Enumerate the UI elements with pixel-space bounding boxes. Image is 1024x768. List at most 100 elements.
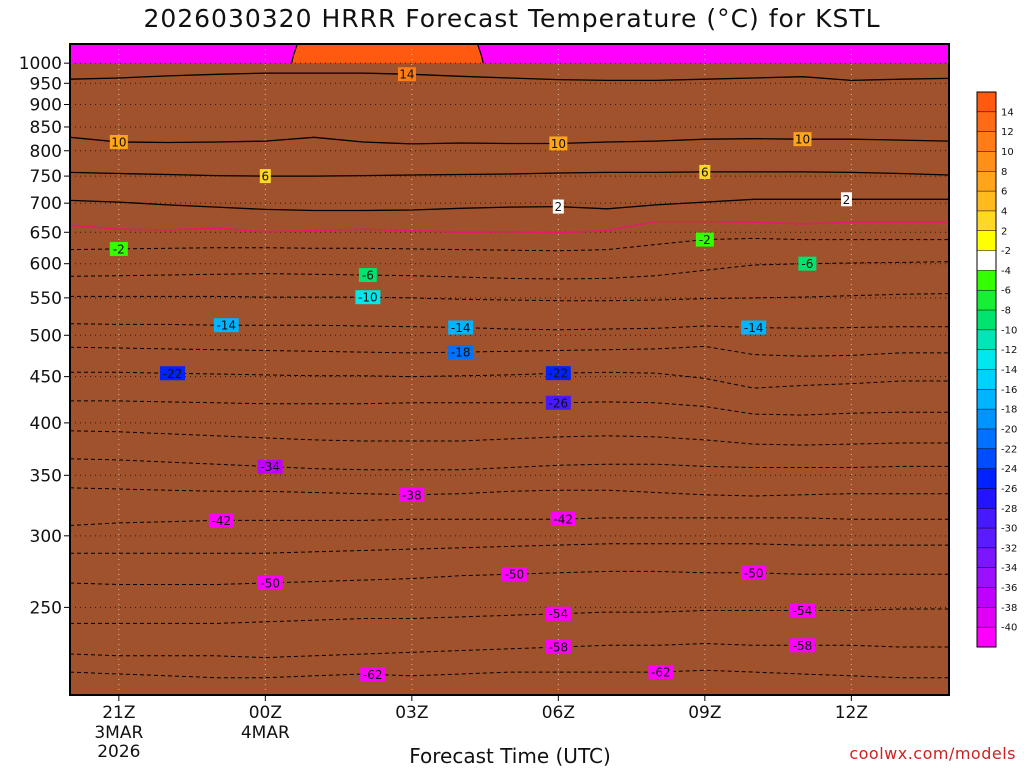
colorbar-label: 4 bbox=[1001, 206, 1007, 217]
y-tick-label: 300 bbox=[30, 527, 62, 547]
contour-label: -26 bbox=[549, 396, 569, 410]
x-tick-label: 00Z bbox=[249, 703, 282, 723]
colorbar-swatch bbox=[977, 230, 996, 252]
contour-label: -2 bbox=[113, 242, 125, 256]
contour-label: 6 bbox=[262, 170, 270, 184]
contour-label-bg bbox=[448, 345, 474, 360]
plot-overlay: -62 -62-58 -58-54 -54-50-50 -50-42 -42-38-34-… bbox=[69, 44, 950, 695]
contour-label-bg bbox=[259, 169, 271, 184]
contour-label: -62 bbox=[651, 665, 671, 679]
y-tick-label: 500 bbox=[30, 326, 62, 346]
plot-area bbox=[70, 44, 949, 695]
x-tick-label: 12Z bbox=[835, 703, 868, 723]
colorbar-label: -34 bbox=[1001, 563, 1017, 574]
y-tick-label: 800 bbox=[30, 142, 62, 162]
contour-label: -14 bbox=[216, 319, 236, 333]
contour-label: -42 bbox=[212, 514, 232, 528]
colorbar-label: -12 bbox=[1001, 345, 1017, 356]
contour-line bbox=[69, 198, 949, 212]
x-tick-label: 09Z bbox=[688, 703, 721, 723]
colorbar-swatch bbox=[977, 92, 996, 113]
contour-label: -14 bbox=[744, 321, 764, 335]
colorbar-label: -18 bbox=[1001, 405, 1017, 416]
contour-label-bg bbox=[699, 164, 711, 179]
y-tick-label: 550 bbox=[30, 289, 62, 309]
contour-label: -6 bbox=[362, 269, 374, 283]
colorbar-label: -28 bbox=[1001, 504, 1017, 515]
colorbar-swatch bbox=[977, 627, 996, 648]
colorbar-label: -24 bbox=[1001, 464, 1017, 475]
colorbar-swatch bbox=[977, 488, 996, 509]
colorbar-swatch bbox=[977, 250, 996, 271]
contour-label-bg bbox=[358, 268, 377, 283]
colorbar-swatch bbox=[977, 587, 996, 608]
contour-label-bg bbox=[549, 136, 568, 151]
y-tick-label: 950 bbox=[30, 74, 62, 94]
colorbar-label: -2 bbox=[1001, 246, 1011, 257]
contour-label-bg bbox=[257, 459, 283, 474]
colorbar-swatch bbox=[977, 448, 996, 470]
colorbar-label: 2 bbox=[1001, 226, 1007, 237]
colorbar-label: 6 bbox=[1001, 187, 1007, 198]
y-tick-label: 350 bbox=[30, 466, 62, 486]
contour-label: 2 bbox=[555, 200, 563, 214]
colorbar-label: -20 bbox=[1001, 424, 1017, 435]
contour-label: 10 bbox=[111, 136, 126, 150]
y-tick-label: 700 bbox=[30, 194, 62, 214]
contour-label-bg bbox=[840, 192, 852, 207]
freezing-level-line bbox=[69, 220, 949, 234]
contour-label: -58 bbox=[793, 639, 813, 653]
colorbar-label: -38 bbox=[1001, 603, 1017, 614]
colorbar-label: -26 bbox=[1001, 484, 1017, 495]
colorbar-label: -4 bbox=[1001, 266, 1011, 277]
contour-label-bg bbox=[397, 67, 416, 82]
colorbar-label: 14 bbox=[1001, 107, 1014, 118]
contour-label: -42 bbox=[553, 513, 573, 527]
y-tick-label: 400 bbox=[30, 414, 62, 434]
contour-label: 6 bbox=[701, 165, 709, 179]
colorbar-label: -6 bbox=[1001, 286, 1011, 297]
contour-label-bg bbox=[798, 256, 817, 271]
contour-label-bg bbox=[160, 366, 186, 381]
contour-line bbox=[69, 72, 950, 82]
contour-label-bg bbox=[399, 487, 425, 502]
y-tick-label: 850 bbox=[30, 118, 62, 138]
colorbar-swatch bbox=[977, 567, 996, 589]
contour-label-bg bbox=[648, 664, 674, 679]
contour-label: -50 bbox=[505, 568, 525, 582]
contour-label: 10 bbox=[551, 137, 566, 151]
colorbar-label: 10 bbox=[1001, 147, 1014, 158]
contour-line bbox=[69, 171, 950, 177]
colorbar-label: 8 bbox=[1001, 167, 1007, 178]
contour-label-bg bbox=[790, 603, 815, 618]
colorbar-swatch bbox=[977, 210, 996, 232]
colorbar-swatch bbox=[977, 329, 996, 351]
colorbar-swatch bbox=[977, 349, 996, 370]
contour-label-bg bbox=[208, 513, 234, 528]
colorbar-swatch bbox=[977, 428, 996, 450]
contour-label: -58 bbox=[549, 641, 569, 655]
colorbar-swatch bbox=[977, 607, 996, 628]
contour-label: 14 bbox=[399, 68, 414, 82]
contour-label-bg bbox=[360, 667, 386, 682]
contour-label-bg bbox=[550, 512, 576, 527]
y-tick-label: 250 bbox=[30, 598, 62, 618]
colorbar-swatch bbox=[977, 191, 996, 212]
x-tick-sublabel: 4MAR bbox=[241, 723, 290, 743]
colorbar-swatch bbox=[977, 310, 996, 331]
source-credit: coolwx.com/models bbox=[849, 744, 1016, 763]
contour-label-bg bbox=[448, 320, 474, 335]
contour-label: -54 bbox=[549, 607, 569, 621]
ground-band bbox=[70, 63, 949, 695]
colorbar-swatch bbox=[977, 389, 996, 410]
colorbar-swatch bbox=[977, 528, 996, 549]
contour-label-bg bbox=[545, 640, 571, 655]
contour-label: -22 bbox=[549, 367, 569, 381]
contour-label-bg bbox=[545, 606, 571, 621]
chart-title: 2026030320 HRRR Forecast Temperature (°C… bbox=[143, 4, 881, 33]
contour-label-bg bbox=[355, 290, 381, 305]
colorbar-label: -30 bbox=[1001, 524, 1017, 535]
contour-label-bg bbox=[790, 638, 815, 653]
y-tick-label: 750 bbox=[30, 167, 62, 187]
